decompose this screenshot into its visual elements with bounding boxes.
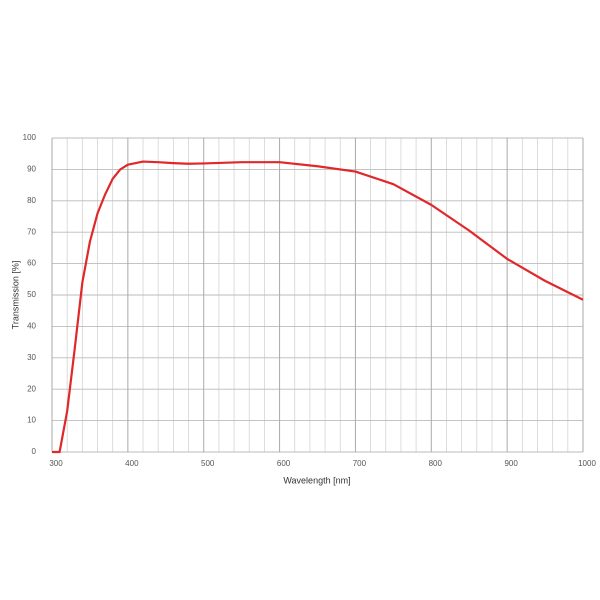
x-tick-label: 900 — [504, 459, 518, 468]
x-tick-label: 300 — [49, 459, 63, 468]
y-tick-label: 0 — [32, 447, 37, 456]
y-tick-label: 30 — [27, 353, 36, 362]
y-tick-label: 90 — [27, 165, 36, 174]
x-tick-label: 400 — [125, 459, 139, 468]
data-line — [52, 160, 584, 454]
y-tick-label: 80 — [27, 196, 36, 205]
y-tick-label: 10 — [27, 416, 36, 425]
y-tick-label: 70 — [27, 227, 36, 236]
y-axis-label: Transmission [%] — [10, 261, 20, 330]
y-tick-label: 100 — [23, 133, 37, 142]
x-tick-label: 500 — [201, 459, 215, 468]
x-tick-label: 600 — [277, 459, 291, 468]
x-tick-label: 700 — [353, 459, 367, 468]
y-tick-label: 50 — [27, 290, 36, 299]
y-tick-label: 20 — [27, 384, 36, 393]
y-tick-label: 60 — [27, 259, 36, 268]
x-tick-label: 1000 — [578, 459, 596, 468]
y-tick-label: 40 — [27, 322, 36, 331]
x-tick-label: 800 — [429, 459, 443, 468]
x-axis-label: Wavelength [nm] — [283, 475, 350, 485]
